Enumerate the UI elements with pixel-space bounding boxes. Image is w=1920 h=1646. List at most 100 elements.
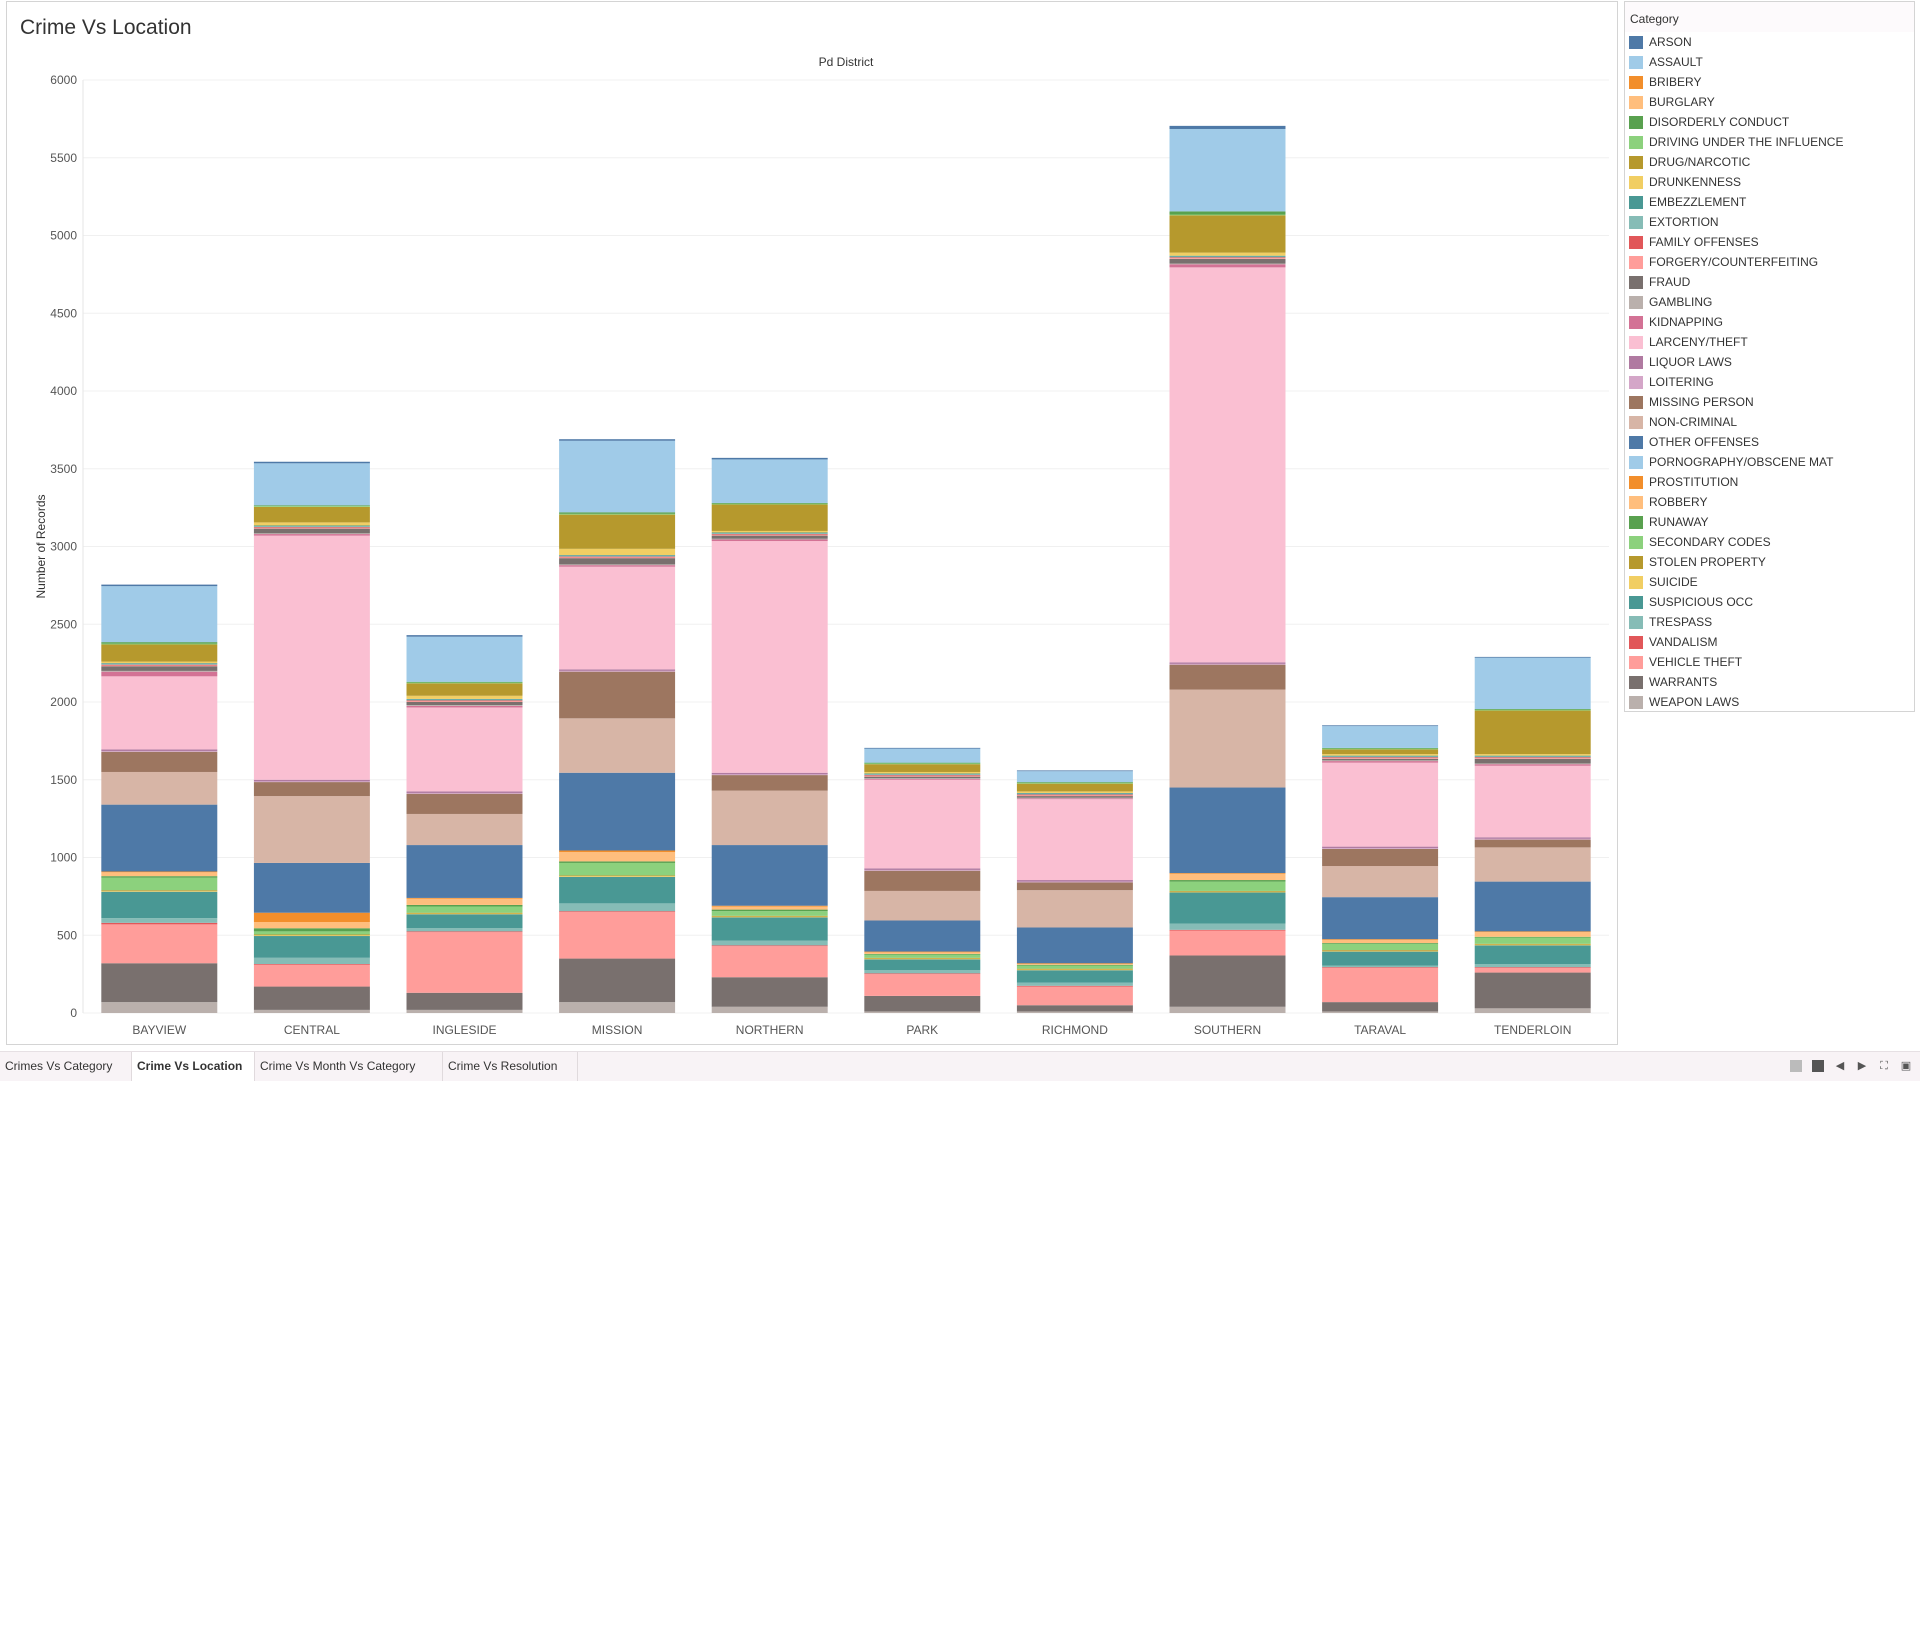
bar-segment [1169, 881, 1286, 891]
bar-segment [559, 876, 676, 904]
bar-segment [711, 909, 828, 912]
legend-item[interactable]: DRUNKENNESS [1625, 172, 1914, 192]
bar-segment [1169, 787, 1286, 874]
legend-item[interactable]: EMBEZZLEMENT [1625, 192, 1914, 212]
bar-segment [1322, 762, 1439, 847]
bar-segment [559, 669, 676, 671]
legend-item[interactable]: FAMILY OFFENSES [1625, 232, 1914, 252]
bar-segment [1322, 760, 1439, 762]
bar-segment [1016, 798, 1133, 800]
legend-item[interactable]: WEAPON LAWS [1625, 692, 1914, 712]
legend-item[interactable]: KIDNAPPING [1625, 312, 1914, 332]
bar-segment [559, 958, 676, 1003]
legend-item[interactable]: VANDALISM [1625, 632, 1914, 652]
legend-item[interactable]: LOITERING [1625, 372, 1914, 392]
bar-segment [253, 931, 370, 935]
fullscreen-icon[interactable]: ⛶ [1880, 1060, 1888, 1072]
presentation-icon[interactable]: ▣ [1900, 1060, 1912, 1072]
bar-segment [406, 636, 523, 682]
bar-segment [253, 533, 370, 535]
bar-segment [559, 911, 676, 912]
tab-crime-vs-location[interactable]: Crime Vs Location [132, 1052, 255, 1081]
y-tick-label: 6000 [50, 73, 77, 87]
legend-item[interactable]: EXTORTION [1625, 212, 1914, 232]
bar-segment [1474, 757, 1591, 758]
bar-segment [559, 772, 676, 851]
legend-item[interactable]: DRUG/NARCOTIC [1625, 152, 1914, 172]
bar-segment [1474, 881, 1591, 932]
legend-item[interactable]: STOLEN PROPERTY [1625, 552, 1914, 572]
bar-segment [1016, 963, 1133, 965]
legend-item[interactable]: OTHER OFFENSES [1625, 432, 1914, 452]
bar-segment [711, 915, 828, 917]
legend-item[interactable]: ARSON [1625, 32, 1914, 52]
legend-item[interactable]: ROBBERY [1625, 492, 1914, 512]
single-view-icon[interactable] [1812, 1060, 1824, 1072]
legend-item[interactable]: TRESPASS [1625, 612, 1914, 632]
legend-item[interactable]: NON-CRIMINAL [1625, 412, 1914, 432]
legend-swatch [1629, 515, 1643, 529]
legend-item[interactable]: LIQUOR LAWS [1625, 352, 1914, 372]
legend-items: ARSON ASSAULT BRIBERY BURGLARY DISORDERLY CO… [1625, 32, 1914, 712]
bar-segment [1169, 1006, 1286, 1013]
tab-crime-vs-month-vs-category[interactable]: Crime Vs Month Vs Category [255, 1052, 443, 1081]
bar-segment [1169, 267, 1286, 663]
legend-item[interactable]: SUICIDE [1625, 572, 1914, 592]
legend-item[interactable]: VEHICLE THEFT [1625, 652, 1914, 672]
bar-segment [101, 876, 218, 878]
next-sheet-icon[interactable]: ▶ [1857, 1060, 1867, 1072]
bar-segment [1322, 848, 1439, 867]
bar-segment [101, 877, 218, 891]
bar-segment [1016, 770, 1133, 772]
bar-segment [1322, 943, 1439, 951]
tab-crimes-vs-category[interactable]: Crimes Vs Category [0, 1052, 132, 1081]
bar-segment [1016, 986, 1133, 1006]
grid-view-icon[interactable] [1790, 1060, 1802, 1072]
legend-item[interactable]: RUNAWAY [1625, 512, 1914, 532]
bar-segment [864, 773, 981, 775]
bar-segment [1474, 755, 1591, 757]
tab-crime-vs-resolution[interactable]: Crime Vs Resolution [443, 1052, 578, 1081]
legend-label: BURGLARY [1649, 95, 1715, 109]
bar-segment [559, 548, 676, 556]
bar-segment [1016, 965, 1133, 969]
legend-item[interactable]: LARCENY/THEFT [1625, 332, 1914, 352]
y-tick-label: 4500 [50, 306, 77, 320]
legend-item[interactable]: WARRANTS [1625, 672, 1914, 692]
bar-segment [101, 661, 218, 664]
legend-item[interactable]: DRIVING UNDER THE INFLUENCE [1625, 132, 1914, 152]
bar-segment [1016, 1005, 1133, 1012]
legend-item[interactable]: PORNOGRAPHY/OBSCENE MAT [1625, 452, 1914, 472]
legend-item[interactable]: FRAUD [1625, 272, 1914, 292]
bar-segment [406, 928, 523, 932]
y-axis-label: Number of Records [34, 494, 48, 598]
legend-item[interactable]: SECONDARY CODES [1625, 532, 1914, 552]
bar-segment [711, 530, 828, 533]
legend-item[interactable]: FORGERY/COUNTERFEITING [1625, 252, 1914, 272]
bar-segment [101, 670, 218, 672]
legend-item[interactable]: PROSTITUTION [1625, 472, 1914, 492]
bar-segment [253, 535, 370, 780]
bar-segment [864, 776, 981, 779]
bar-segment [1169, 215, 1286, 253]
bar-segment [1169, 258, 1286, 259]
bar-segment [406, 681, 523, 683]
legend-swatch [1629, 615, 1643, 629]
legend-item[interactable]: SUSPICIOUS OCC [1625, 592, 1914, 612]
bar-segment [406, 898, 523, 905]
legend-item[interactable]: BURGLARY [1625, 92, 1914, 112]
prev-sheet-icon[interactable]: ◀ [1835, 1060, 1845, 1072]
legend-item[interactable]: BRIBERY [1625, 72, 1914, 92]
bar-segment [559, 514, 676, 549]
legend-item[interactable]: GAMBLING [1625, 292, 1914, 312]
y-tick-label: 4000 [50, 384, 77, 398]
bar-segment [101, 872, 218, 877]
bar-segment [101, 665, 218, 667]
legend-item[interactable]: DISORDERLY CONDUCT [1625, 112, 1914, 132]
legend-item[interactable]: MISSING PERSON [1625, 392, 1914, 412]
legend-label: DRIVING UNDER THE INFLUENCE [1649, 135, 1844, 149]
legend-swatch [1629, 95, 1643, 109]
bar-segment [711, 541, 828, 773]
bar-segment [1322, 761, 1439, 763]
legend-item[interactable]: ASSAULT [1625, 52, 1914, 72]
